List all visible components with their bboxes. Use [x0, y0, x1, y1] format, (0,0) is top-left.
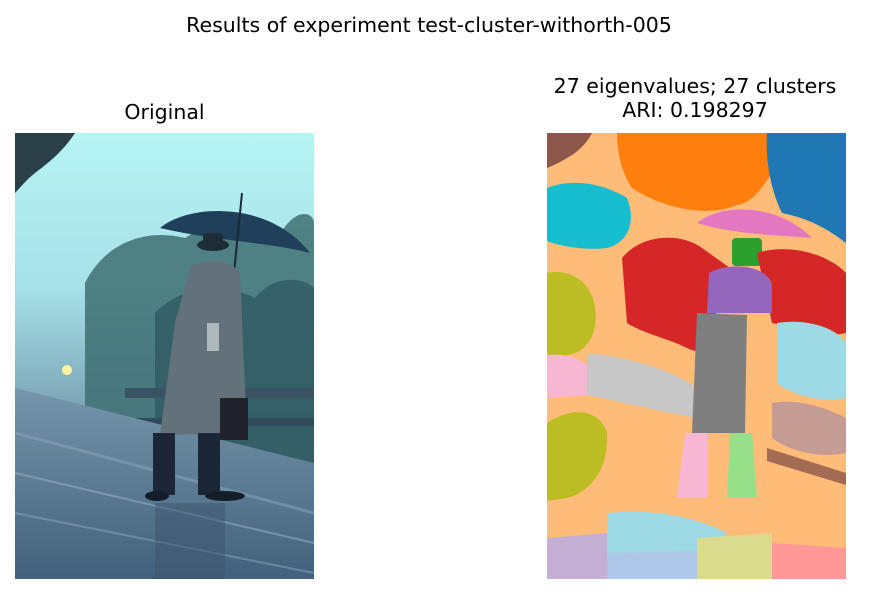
cluster-panel-title: 27 eigenvalues; 27 clusters ARI: 0.19829…: [495, 74, 883, 122]
cluster-panel-title-line2: ARI: 0.198297: [622, 98, 768, 122]
cluster-segmentation-image: [547, 133, 846, 579]
cluster-panel-title-line1: 27 eigenvalues; 27 clusters: [553, 74, 837, 98]
figure-suptitle: Results of experiment test-cluster-witho…: [186, 13, 672, 37]
original-panel-title: Original: [124, 100, 205, 124]
original-image: [15, 133, 314, 579]
